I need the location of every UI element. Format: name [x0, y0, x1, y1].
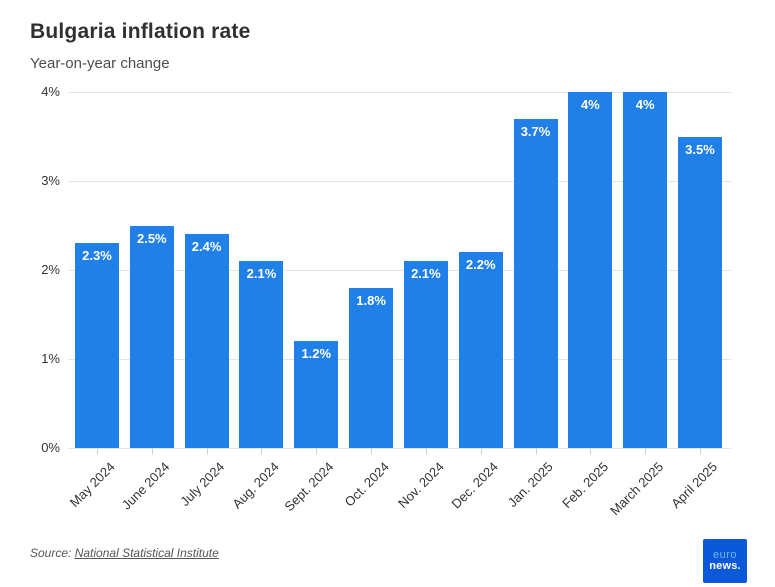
x-axis-tick: [316, 448, 318, 454]
x-axis-tick: [645, 448, 647, 454]
bar-value-label: 2.2%: [465, 257, 496, 273]
euronews-logo[interactable]: euro news.: [703, 539, 747, 583]
bar-value-label: 3.5%: [685, 141, 715, 157]
bar[interactable]: 2.3%: [75, 243, 119, 448]
x-axis-label: June 2024: [118, 459, 173, 513]
bar[interactable]: 4%: [623, 92, 668, 448]
y-axis-label: 0%: [41, 440, 60, 455]
x-axis-tick: [151, 448, 153, 454]
bar[interactable]: 1.2%: [294, 341, 339, 448]
gridline: [68, 270, 731, 271]
source-link[interactable]: National Statistical Institute: [74, 546, 219, 560]
bar-value-label: 4%: [580, 97, 600, 112]
chart-subtitle: Year-on-year change: [30, 55, 170, 72]
x-axis-tick: [480, 448, 482, 454]
x-axis-tick: [700, 448, 701, 454]
x-axis-tick: [97, 448, 98, 454]
bar-value-label: 2.4%: [191, 239, 222, 255]
bar-value-label: 2.1%: [246, 266, 277, 282]
bar-value-label: 1.2%: [301, 346, 332, 362]
x-axis-tick: [261, 448, 263, 454]
bar[interactable]: 2.1%: [239, 261, 284, 448]
x-axis-label: Sept. 2024: [281, 459, 337, 515]
bar[interactable]: 1.8%: [349, 287, 394, 448]
x-axis-tick: [590, 448, 592, 454]
gridline: [68, 181, 731, 182]
x-axis-label: Aug. 2024: [229, 459, 283, 512]
bar[interactable]: 2.1%: [403, 261, 448, 448]
x-axis-label: Nov. 2024: [394, 459, 447, 511]
source-prefix: Source:: [30, 546, 72, 560]
bar-value-label: 2.3%: [82, 248, 112, 264]
bar[interactable]: 3.5%: [678, 136, 722, 448]
x-axis-tick: [371, 448, 373, 454]
euronews-logo-news-text: news.: [709, 560, 741, 572]
gridline: [68, 359, 731, 360]
gridline: [68, 92, 731, 93]
bar-value-label: 2.5%: [136, 230, 167, 246]
y-axis-label: 1%: [41, 351, 60, 366]
bar[interactable]: 2.2%: [458, 252, 503, 448]
x-axis-label: March 2025: [606, 459, 666, 519]
x-axis-tick: [535, 448, 537, 454]
bar-value-label: 4%: [635, 97, 655, 112]
source-line: Source: National Statistical Institute: [30, 546, 219, 560]
y-axis-label: 3%: [41, 173, 60, 188]
gridline: [68, 448, 731, 449]
y-axis-label: 2%: [41, 262, 60, 277]
bar-value-label: 3.7%: [520, 123, 551, 139]
euronews-logo-euro-text: euro: [712, 549, 738, 561]
x-axis-label: July 2024: [177, 459, 228, 509]
x-axis-label: April 2025: [668, 459, 721, 512]
chart-title: Bulgaria inflation rate: [30, 20, 251, 43]
bar-value-label: 1.8%: [356, 292, 386, 308]
bar-value-label: 2.1%: [411, 266, 441, 282]
x-axis-label: May 2024: [66, 459, 118, 510]
x-axis-label: Jan. 2025: [505, 459, 557, 510]
x-axis-label: Feb. 2025: [558, 459, 611, 512]
bar[interactable]: 2.5%: [129, 225, 174, 448]
x-axis-label: Oct. 2024: [341, 459, 392, 510]
y-axis-label: 4%: [41, 84, 60, 99]
bar[interactable]: 4%: [568, 92, 613, 448]
x-axis-tick: [206, 448, 208, 454]
bar[interactable]: 3.7%: [513, 118, 558, 448]
bar[interactable]: 2.4%: [184, 234, 229, 448]
x-axis-label: Dec. 2024: [448, 459, 502, 512]
x-axis-tick: [425, 448, 427, 454]
